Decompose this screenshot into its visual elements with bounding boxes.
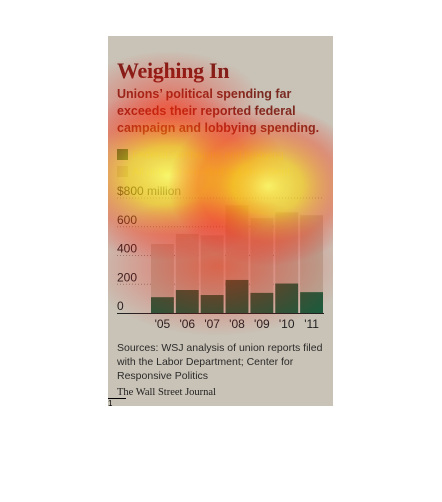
sources-note: Sources: WSJ analysis of union reports f…	[117, 342, 323, 382]
x-tick-label-3: '08	[229, 317, 245, 331]
chart-title: Weighing In	[117, 58, 230, 83]
chart-card: Weighing In Unions’ political spending f…	[108, 36, 333, 406]
legend-swatch-total	[117, 166, 128, 177]
y-tick-label-800: $800 million	[117, 186, 181, 198]
bar-federal-2	[200, 295, 224, 313]
bar-chart: 0 200 400 600 $800 million '05 '06 '07 '08 '09 '10…	[117, 186, 324, 331]
bar-federal-6	[300, 292, 323, 313]
bars	[151, 205, 323, 313]
credit-line: The Wall Street Journal	[117, 387, 216, 398]
bar-federal-5	[275, 283, 299, 313]
legend-item-total: All political reported to Labor Dept.	[117, 166, 293, 180]
page-marker-line	[108, 398, 126, 399]
x-tick-label-5: '10	[279, 317, 295, 331]
x-tick-label-1: '06	[179, 317, 195, 331]
y-tick-label-0: 0	[117, 299, 124, 313]
y-tick-label-400: 400	[117, 242, 137, 256]
x-tick-label-0: '05	[155, 317, 171, 331]
y-tick-label-600: 600	[117, 213, 137, 227]
legend-swatch-federal	[117, 149, 128, 160]
y-tick-label-200: 200	[117, 270, 137, 284]
bar-federal-3	[225, 279, 249, 313]
bar-federal-1	[175, 290, 199, 313]
x-tick-label-4: '09	[254, 317, 270, 331]
bar-federal-0	[151, 297, 174, 313]
legend-item-federal: Federal campaigns and lobbying	[117, 149, 284, 163]
x-tick-label-6: '11	[304, 317, 319, 331]
legend-label-total: All political reported to Labor Dept.	[132, 166, 294, 178]
page-marker-number: 1	[108, 399, 113, 408]
chart-subtitle: Unions’ political spending far exceeds t…	[117, 87, 320, 135]
legend-label-federal: Federal campaigns and lobbying	[132, 149, 284, 161]
bar-federal-4	[250, 292, 274, 313]
x-tick-label-2: '07	[204, 317, 220, 331]
